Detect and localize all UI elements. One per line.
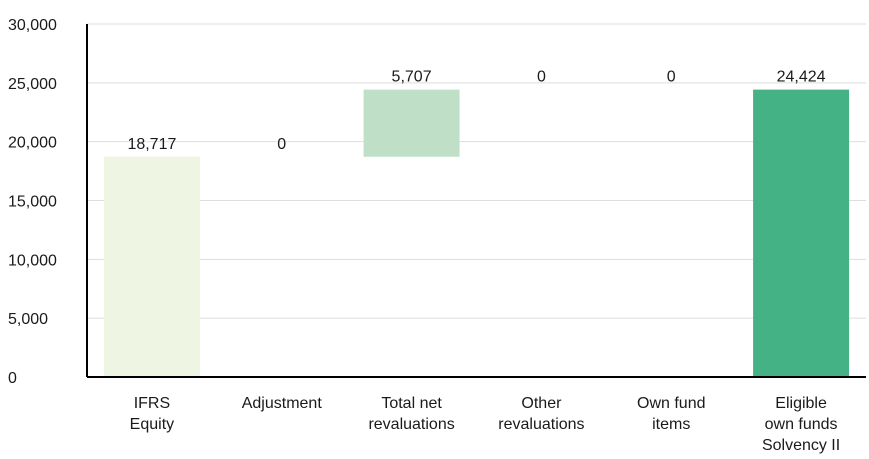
x-category-label-line: own funds bbox=[765, 416, 838, 433]
y-tick-label: 15,000 bbox=[8, 194, 57, 211]
data-label: 0 bbox=[277, 136, 286, 153]
bars bbox=[103, 89, 850, 377]
bar bbox=[363, 89, 460, 157]
y-tick-label: 5,000 bbox=[8, 311, 48, 328]
data-label: 0 bbox=[667, 69, 676, 86]
x-category-label: Total net revaluations bbox=[368, 395, 454, 433]
x-category-label: Adjustment bbox=[242, 395, 323, 412]
x-category-label-line: Adjustment bbox=[242, 395, 323, 412]
data-label: 24,424 bbox=[777, 69, 826, 86]
y-tick-label: 30,000 bbox=[8, 17, 57, 34]
x-category-label-line: IFRS bbox=[134, 395, 170, 412]
x-category-label-line: Total net bbox=[381, 395, 442, 412]
x-category-label: Eligible own funds Solvency II bbox=[762, 395, 840, 454]
bar bbox=[103, 156, 200, 377]
x-axis-categories: IFRS Equity Adjustment Total net revaluation… bbox=[130, 395, 841, 454]
x-category-label-line: revaluations bbox=[368, 416, 454, 433]
x-category-label-line: Solvency II bbox=[762, 437, 840, 454]
x-category-label-line: Eligible bbox=[775, 395, 827, 412]
y-tick-label: 25,000 bbox=[8, 76, 57, 93]
x-category-label-line: Other bbox=[521, 395, 562, 412]
x-category-label-line: revaluations bbox=[498, 416, 584, 433]
y-tick-label: 20,000 bbox=[8, 135, 57, 152]
bar bbox=[753, 89, 850, 377]
y-axis-ticks: 0 5,000 10,000 15,000 20,000 25,000 30,000 bbox=[8, 17, 57, 387]
data-label: 18,717 bbox=[127, 136, 176, 153]
x-category-label-line: items bbox=[652, 416, 690, 433]
gridlines bbox=[87, 23, 866, 319]
x-category-label-line: Equity bbox=[130, 416, 174, 433]
y-tick-label: 10,000 bbox=[8, 252, 57, 269]
data-label: 5,707 bbox=[392, 69, 432, 86]
data-label: 0 bbox=[537, 69, 546, 86]
y-tick-label: 0 bbox=[8, 370, 17, 387]
x-category-label-line: Own fund bbox=[637, 395, 705, 412]
x-category-label: IFRS Equity bbox=[130, 395, 174, 433]
x-category-label: Other revaluations bbox=[498, 395, 584, 433]
data-labels: 18,717 0 5,707 0 0 24,424 bbox=[127, 69, 825, 153]
x-category-label: Own fund items bbox=[637, 395, 705, 433]
